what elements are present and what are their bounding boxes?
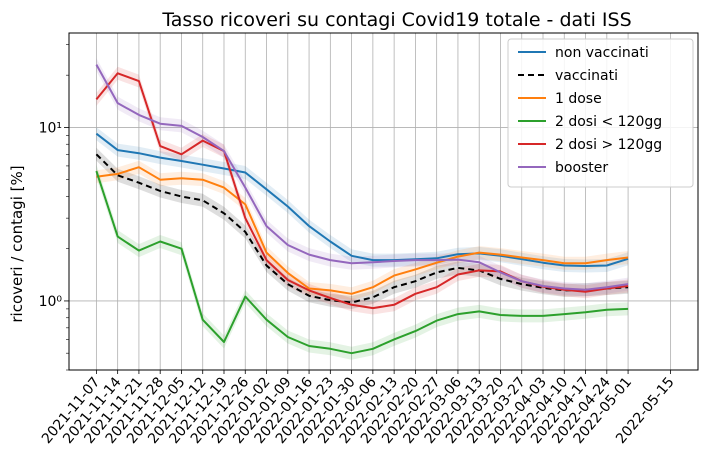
y-axis-label: ricoveri / contagi [%]	[8, 165, 26, 322]
grid	[69, 33, 698, 370]
series-line	[95, 132, 629, 267]
plot-frame	[68, 32, 699, 371]
legend-label: 2 dosi > 120gg	[555, 137, 662, 153]
series-line	[95, 170, 629, 355]
series-band	[96, 127, 629, 273]
series-line	[95, 64, 629, 291]
y-tick-label: 10¹	[39, 120, 62, 136]
legend: non vaccinati vaccinati 1 dose 2 dosi < 120…	[507, 38, 694, 188]
legend-label: vaccinati	[555, 68, 618, 84]
legend-label: 2 dosi < 120gg	[555, 114, 662, 130]
y-tick-label: 10⁰	[39, 294, 63, 310]
series-line	[96, 166, 629, 295]
series-band	[96, 160, 629, 301]
chart-title: Tasso ricoveri su contagi Covid19 totale…	[161, 9, 631, 31]
legend-label: booster	[555, 160, 608, 176]
series-band	[96, 164, 629, 360]
series-line	[95, 153, 629, 304]
legend-label: non vaccinati	[555, 45, 649, 61]
legend-box	[507, 38, 694, 188]
series-lines	[95, 64, 629, 355]
series-band	[96, 147, 629, 309]
legend-label: 1 dose	[555, 91, 602, 107]
